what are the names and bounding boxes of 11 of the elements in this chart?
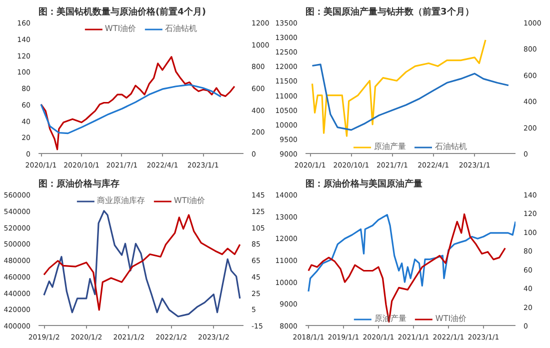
legend-label: 石油钻机 bbox=[435, 141, 467, 152]
legend-label: WTI油价 bbox=[435, 313, 467, 324]
chart-title: 图：美国原油产量与钻井数（前置3个月） bbox=[306, 6, 474, 18]
legend-label: WTI油价 bbox=[104, 23, 136, 34]
chart-title: 图：原油价格与库存 bbox=[38, 178, 120, 190]
legend-label: 原油产量 bbox=[374, 141, 406, 152]
legend-label: 商业原油库存 bbox=[96, 195, 145, 206]
chart-title: 图：原油价格与美国原油产量 bbox=[306, 178, 422, 190]
legend-label: 石油钻机 bbox=[165, 23, 198, 34]
legend-label: WTI油价 bbox=[174, 195, 206, 206]
chart-title: 图：美国钻机数量与原油价格(前置4个月) bbox=[38, 6, 206, 18]
